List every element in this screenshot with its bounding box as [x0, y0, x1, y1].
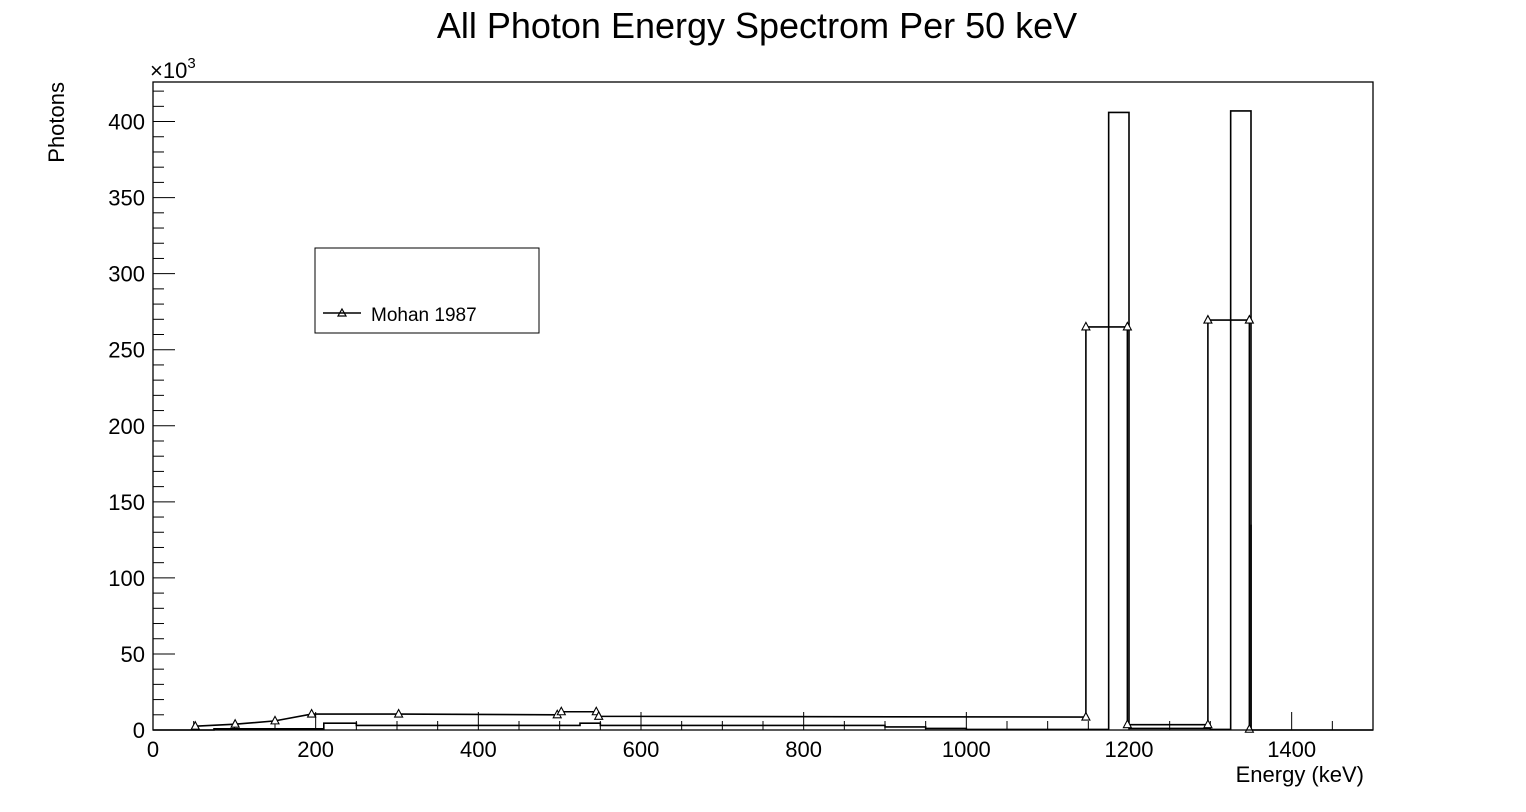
y-tick-label: 250 — [108, 338, 145, 363]
chart-title: All Photon Energy Spectrom Per 50 keV — [437, 5, 1077, 46]
x-tick-label: 1000 — [942, 737, 991, 762]
series-point — [1080, 711, 1091, 721]
y-tick-label: 150 — [108, 490, 145, 515]
series-point — [1202, 719, 1213, 729]
series-point — [1080, 321, 1091, 331]
series-point — [190, 720, 201, 730]
series-point — [306, 708, 317, 718]
plot-frame — [152, 81, 1374, 731]
x-tick-label: 400 — [460, 737, 497, 762]
histogram — [153, 110, 1373, 731]
axes — [152, 90, 1374, 731]
series-point — [393, 708, 404, 718]
series-point — [1244, 314, 1255, 324]
y-tick-label: 0 — [133, 718, 145, 743]
x-tick-label: 600 — [623, 737, 660, 762]
y-tick-label: 50 — [121, 642, 145, 667]
legend-label: Mohan 1987 — [371, 305, 477, 326]
legend: Mohan 1987 — [314, 247, 540, 334]
y-tick-labels: 0 50 100 150 200 250 300 350 400 — [108, 110, 145, 743]
series-point — [230, 718, 241, 728]
legend-marker — [336, 307, 348, 317]
series-line — [195, 319, 1251, 730]
y-tick-label: 200 — [108, 414, 145, 439]
x-tick-label: 0 — [147, 737, 159, 762]
legend-box — [314, 247, 540, 334]
x-tick-label: 1400 — [1267, 737, 1316, 762]
series-point — [1122, 719, 1133, 729]
series-point — [1244, 723, 1255, 733]
y-axis-label: Photons — [44, 82, 69, 163]
histogram-outline — [153, 110, 1373, 731]
series-point — [1122, 321, 1133, 331]
x-tick-label: 200 — [297, 737, 334, 762]
series-point — [1202, 314, 1213, 324]
y-tick-label: 350 — [108, 186, 145, 211]
x-tick-labels: 0 200 400 600 800 1000 1200 1400 — [147, 737, 1316, 762]
x-axis-label: Energy (keV) — [1236, 762, 1364, 787]
y-multiplier: ×103 — [150, 55, 196, 83]
x-tick-label: 800 — [785, 737, 822, 762]
x-tick-label: 1200 — [1105, 737, 1154, 762]
y-tick-label: 100 — [108, 566, 145, 591]
y-tick-label: 400 — [108, 110, 145, 135]
series-point — [270, 715, 280, 725]
series-point — [593, 710, 604, 720]
y-tick-label: 300 — [108, 262, 145, 287]
series-mohan-1987 — [190, 314, 1255, 733]
series-point — [556, 706, 567, 716]
